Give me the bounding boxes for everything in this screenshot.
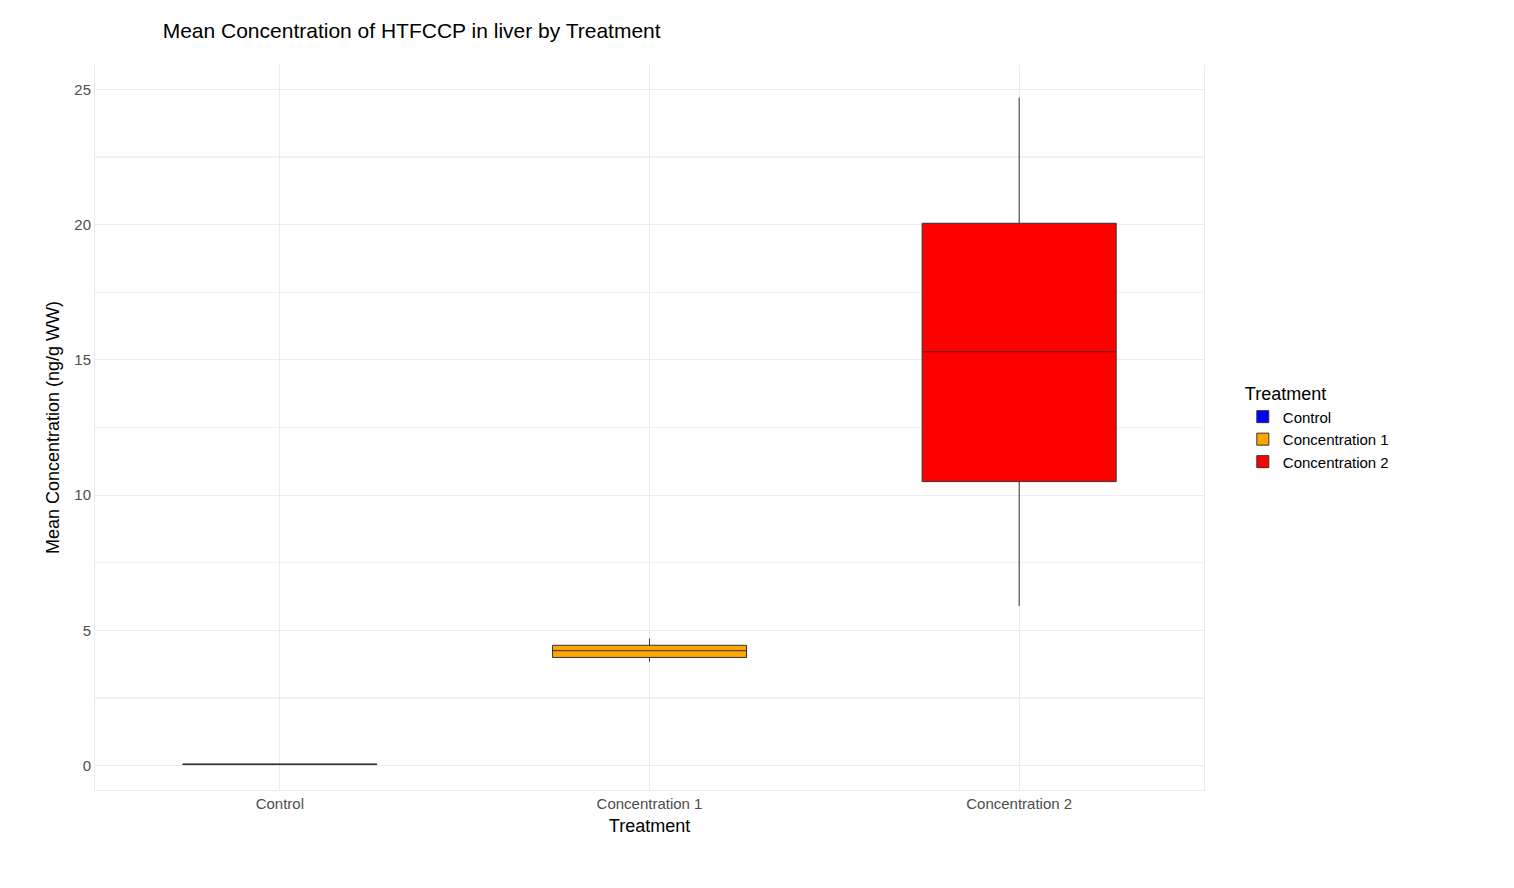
svg-text:Treatment: Treatment — [1245, 384, 1326, 404]
svg-text:Mean Concentration of HTFCCP i: Mean Concentration of HTFCCP in liver by… — [163, 19, 661, 42]
svg-text:Concentration 1: Concentration 1 — [597, 795, 703, 812]
svg-text:25: 25 — [74, 81, 91, 98]
svg-text:Concentration 2: Concentration 2 — [1283, 454, 1389, 471]
svg-text:Control: Control — [256, 795, 304, 812]
svg-text:10: 10 — [74, 486, 91, 503]
svg-text:20: 20 — [74, 216, 91, 233]
svg-text:0: 0 — [83, 757, 91, 774]
svg-text:Treatment: Treatment — [609, 816, 690, 836]
svg-text:Concentration 1: Concentration 1 — [1283, 431, 1389, 448]
svg-text:Mean Concentration (ng/g WW): Mean Concentration (ng/g WW) — [43, 301, 63, 554]
svg-text:Control: Control — [1283, 409, 1331, 426]
svg-text:5: 5 — [83, 622, 91, 639]
svg-text:15: 15 — [74, 351, 91, 368]
svg-text:Concentration 2: Concentration 2 — [966, 795, 1072, 812]
